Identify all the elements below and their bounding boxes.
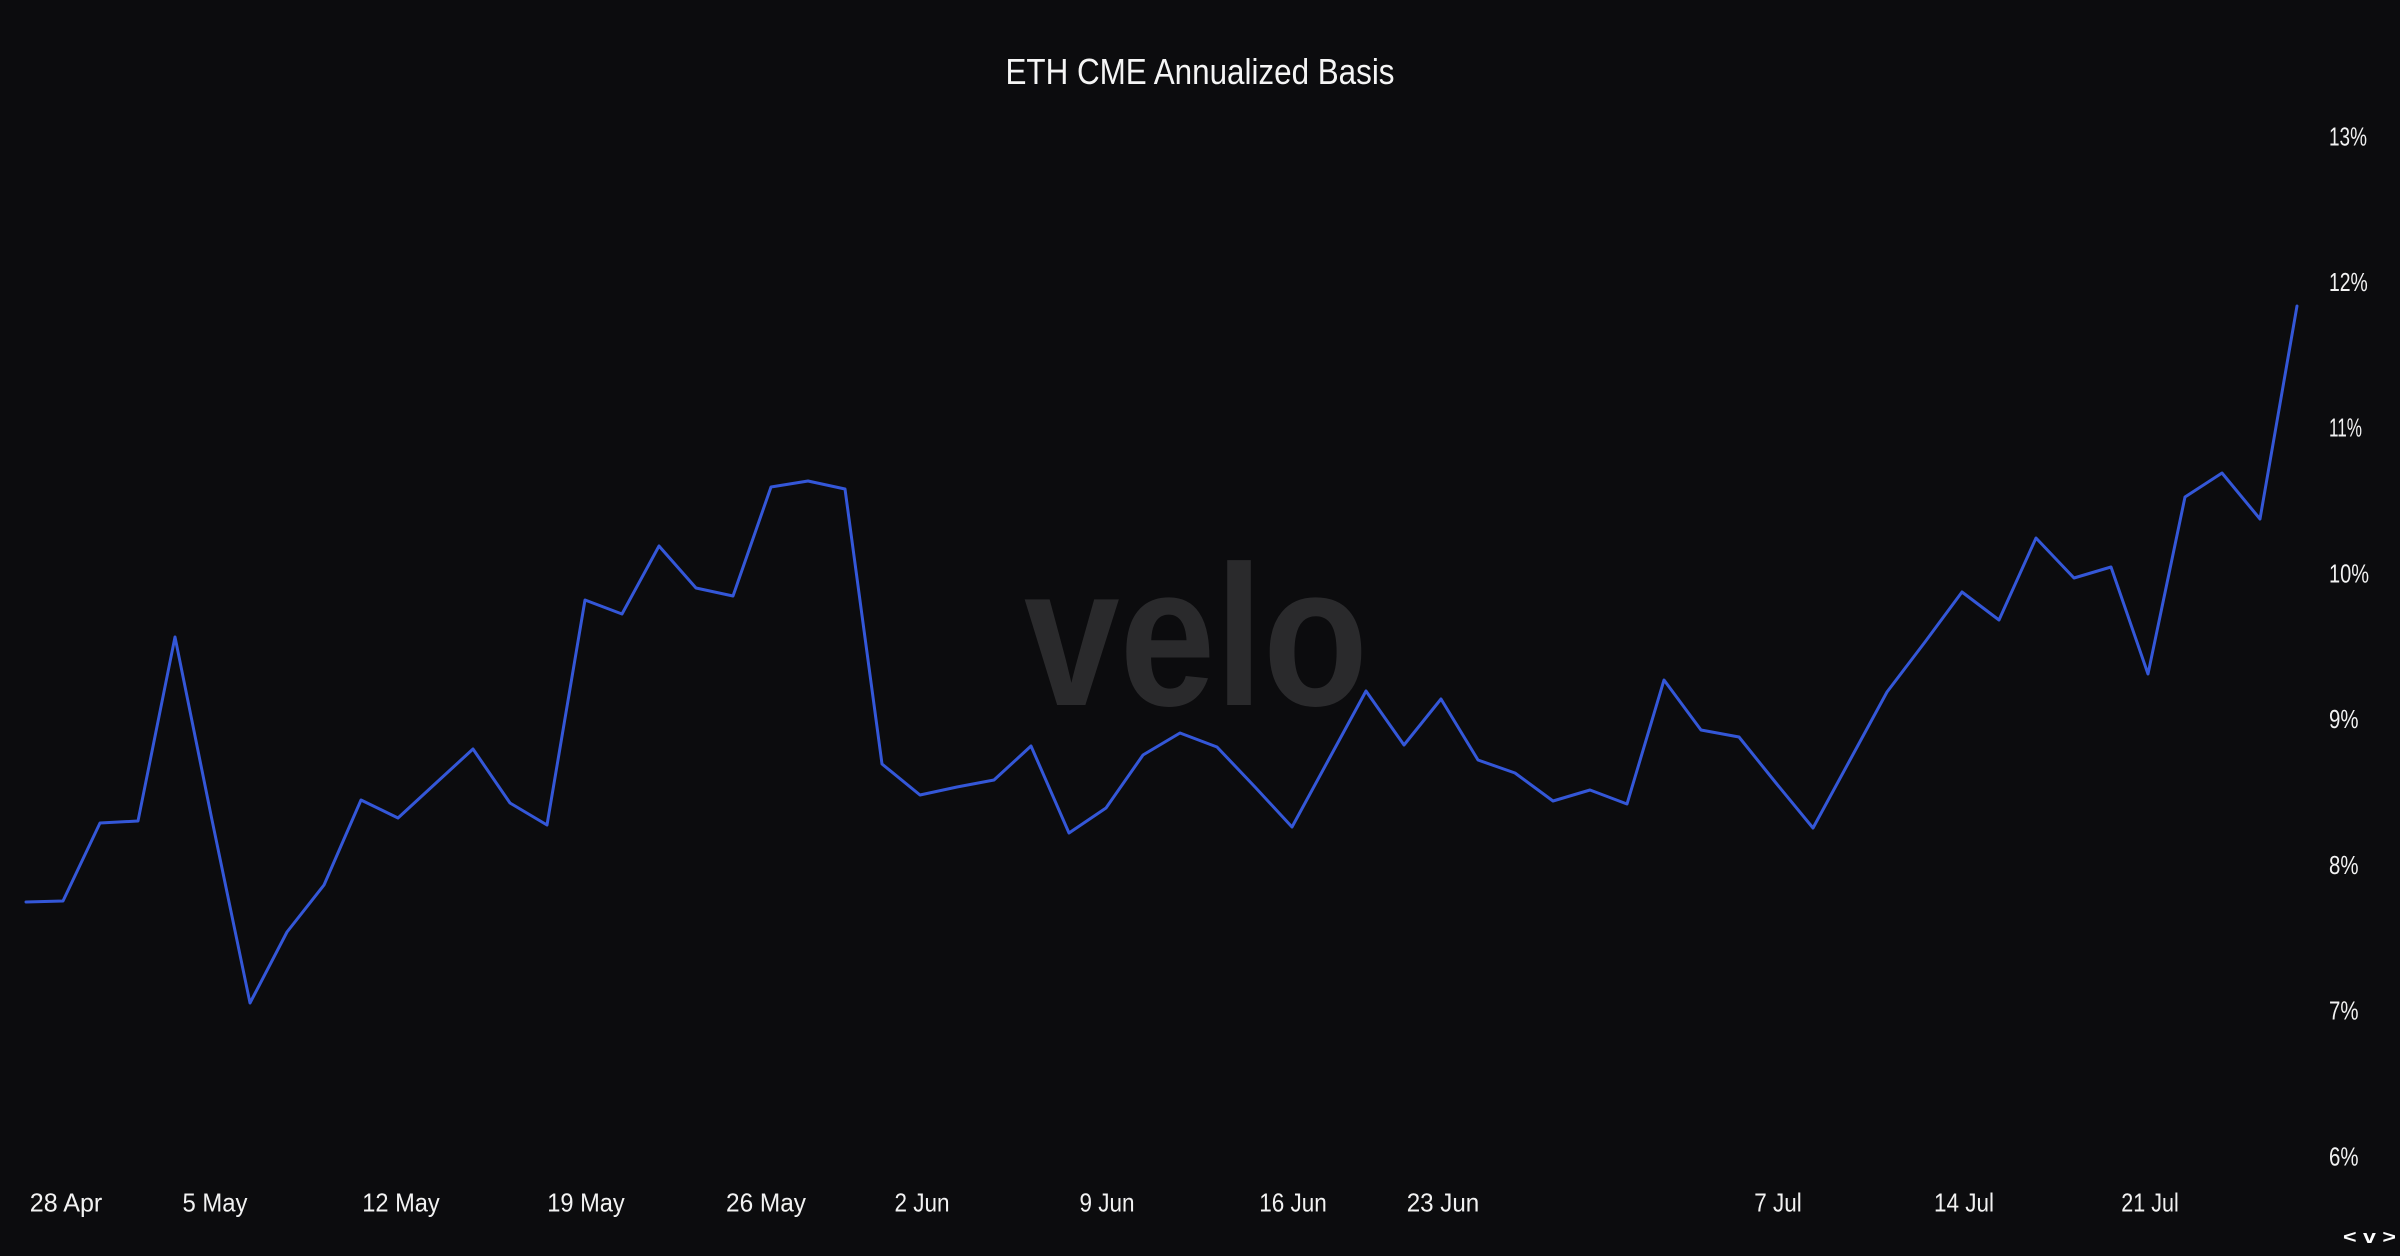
svg-text:28 Apr: 28 Apr <box>30 1188 103 1218</box>
svg-text:12 May: 12 May <box>362 1188 440 1218</box>
svg-text:< v >: < v > <box>2343 1227 2396 1247</box>
svg-text:12%: 12% <box>2329 267 2368 297</box>
svg-text:velo: velo <box>1024 525 1368 748</box>
svg-text:21 Jul: 21 Jul <box>2121 1188 2179 1218</box>
svg-text:13%: 13% <box>2329 121 2367 151</box>
svg-text:23 Jun: 23 Jun <box>1407 1188 1480 1218</box>
svg-text:16 Jun: 16 Jun <box>1259 1188 1327 1218</box>
svg-text:6%: 6% <box>2329 1141 2359 1171</box>
svg-text:ETH CME Annualized Basis: ETH CME Annualized Basis <box>1006 51 1395 92</box>
svg-text:7 Jul: 7 Jul <box>1754 1188 1802 1218</box>
svg-text:9 Jun: 9 Jun <box>1080 1188 1135 1218</box>
svg-text:7%: 7% <box>2329 996 2359 1026</box>
svg-text:26 May: 26 May <box>726 1188 806 1218</box>
svg-text:2 Jun: 2 Jun <box>895 1188 950 1218</box>
svg-text:14 Jul: 14 Jul <box>1934 1188 1994 1218</box>
svg-text:11%: 11% <box>2329 413 2362 443</box>
svg-text:19 May: 19 May <box>547 1188 625 1218</box>
svg-text:8%: 8% <box>2329 850 2359 880</box>
svg-text:5 May: 5 May <box>183 1188 248 1218</box>
svg-text:9%: 9% <box>2329 704 2359 734</box>
svg-text:10%: 10% <box>2329 558 2369 588</box>
